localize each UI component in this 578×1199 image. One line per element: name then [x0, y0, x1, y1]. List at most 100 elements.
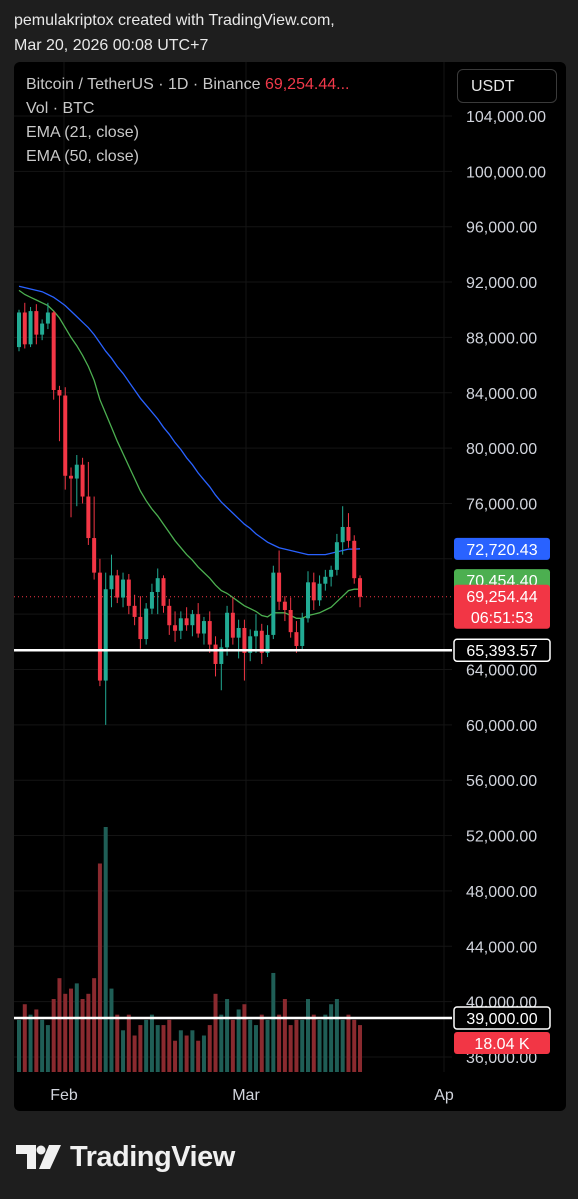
- volume-level-badge: 39,000.00: [466, 1011, 537, 1028]
- volume-bar: [74, 983, 79, 1072]
- candle-body: [277, 572, 282, 602]
- brand-name: TradingView: [70, 1140, 235, 1173]
- y-tick-label: 80,000.00: [466, 441, 537, 458]
- candle-body: [334, 542, 339, 570]
- candle-body: [80, 464, 85, 497]
- y-tick-label: 96,000.00: [466, 220, 537, 237]
- candle-body: [92, 538, 97, 573]
- candle-body: [45, 312, 50, 324]
- candle-body: [63, 395, 68, 476]
- candle-body: [225, 612, 230, 648]
- y-tick-label: 56,000.00: [466, 773, 537, 790]
- candle-body: [144, 608, 149, 640]
- credit-line: pemulakriptox created with TradingView.c…: [14, 12, 335, 29]
- ema50-value-badge-bg: [454, 537, 550, 560]
- volume-bar: [51, 999, 56, 1072]
- volume-bar: [219, 1014, 224, 1072]
- volume-bar: [178, 1030, 183, 1072]
- y-tick-label: 48,000.00: [466, 884, 537, 901]
- currency-button[interactable]: USDT: [457, 69, 557, 103]
- candle-body: [74, 464, 79, 479]
- volume-bar: [161, 1025, 166, 1072]
- volume-bar: [213, 993, 218, 1072]
- candle-body: [230, 612, 235, 638]
- volume-bar: [196, 1040, 201, 1072]
- y-tick-label: 84,000.00: [466, 386, 537, 403]
- chart-panel[interactable]: 104,000.00 100,000.00 96,000.00 92,000.00 88…: [14, 62, 566, 1111]
- support-level-badge-bg: [453, 638, 551, 662]
- candle-body: [57, 389, 62, 396]
- y-tick-label: 52,000.00: [466, 829, 537, 846]
- candle-body: [115, 575, 120, 598]
- candle-body: [178, 618, 183, 631]
- volume-bar: [282, 999, 287, 1072]
- candle-body: [196, 614, 201, 634]
- volume-bar: [277, 1014, 282, 1072]
- y-tick-label: 44,000.00: [466, 939, 537, 956]
- volume-bar: [17, 1019, 21, 1072]
- volume-bar: [242, 1004, 247, 1072]
- volume-bar: [57, 978, 62, 1072]
- y-tick-label: 36,000.00: [466, 1050, 537, 1067]
- volume-bar: [230, 1019, 235, 1072]
- volume-bar: [248, 1019, 253, 1072]
- ema50-legend[interactable]: EMA (50, close): [26, 148, 139, 165]
- volume-bar: [236, 1009, 241, 1072]
- volume-bar: [201, 1035, 206, 1072]
- candle-body: [86, 496, 91, 539]
- volume-bar: [265, 1019, 270, 1072]
- candle-body: [184, 618, 189, 626]
- candle-body: [207, 621, 212, 645]
- y-tick-label: 92,000.00: [466, 275, 537, 292]
- candle-body: [242, 627, 247, 653]
- volume-bar: [92, 978, 97, 1072]
- volume-bar: [97, 863, 102, 1072]
- price-chart[interactable]: 104,000.00 100,000.00 96,000.00 92,000.00 88…: [14, 62, 566, 1111]
- volume-bar: [155, 1025, 160, 1072]
- volume-bar: [63, 993, 68, 1072]
- candle-body: [323, 576, 328, 584]
- volume-bar: [306, 999, 310, 1072]
- legend-price: 69,254.44...: [264, 76, 350, 93]
- volume-level-badge-bg: [453, 1006, 551, 1030]
- volume-bar: [184, 1035, 189, 1072]
- last-price-badge-bg: [454, 584, 550, 629]
- tradingview-logo-icon: [16, 1145, 61, 1169]
- volume-bar: [80, 999, 85, 1072]
- tradingview-brand: TradingView: [16, 1138, 235, 1176]
- volume-bar: [346, 1014, 351, 1072]
- candle-body: [300, 618, 305, 646]
- candle-body: [167, 605, 172, 626]
- candle-body: [149, 592, 154, 609]
- volume-bar: [253, 1025, 258, 1072]
- symbol-legend[interactable]: Bitcoin / TetherUS · 1D · Binance 69,254…: [26, 76, 349, 94]
- volume-value-badge: 18.04 K: [474, 1036, 529, 1053]
- x-tick-label: Mar: [232, 1087, 260, 1104]
- volume-bar: [103, 827, 108, 1072]
- y-tick-label: 88,000.00: [466, 330, 537, 347]
- y-tick-label: 64,000.00: [466, 663, 537, 680]
- y-tick-label: 60,000.00: [466, 718, 537, 735]
- volume-bar: [340, 1019, 345, 1072]
- volume-bar: [225, 999, 230, 1072]
- candle-body: [340, 526, 345, 543]
- candle-body: [219, 647, 224, 664]
- volume-bar: [22, 1004, 27, 1072]
- candle-body: [190, 614, 195, 626]
- candle-body: [138, 616, 143, 640]
- ema50-value-badge: 72,720.43: [466, 542, 537, 559]
- volume-bar: [207, 1025, 212, 1072]
- symbol-name: Bitcoin / TetherUS · 1D · Binance: [26, 76, 261, 93]
- volume-bar: [115, 1014, 120, 1072]
- volume-legend[interactable]: Vol · BTC: [26, 100, 95, 117]
- candle-body: [34, 311, 39, 335]
- candle-body: [28, 311, 33, 345]
- candle-body: [173, 625, 178, 631]
- ema21-legend[interactable]: EMA (21, close): [26, 124, 139, 141]
- candle-body: [69, 475, 74, 479]
- candle-body: [265, 634, 270, 653]
- candle-body: [248, 636, 253, 653]
- candle-body: [253, 630, 258, 637]
- y-tick-label: 76,000.00: [466, 496, 537, 513]
- volume-bar: [86, 993, 91, 1072]
